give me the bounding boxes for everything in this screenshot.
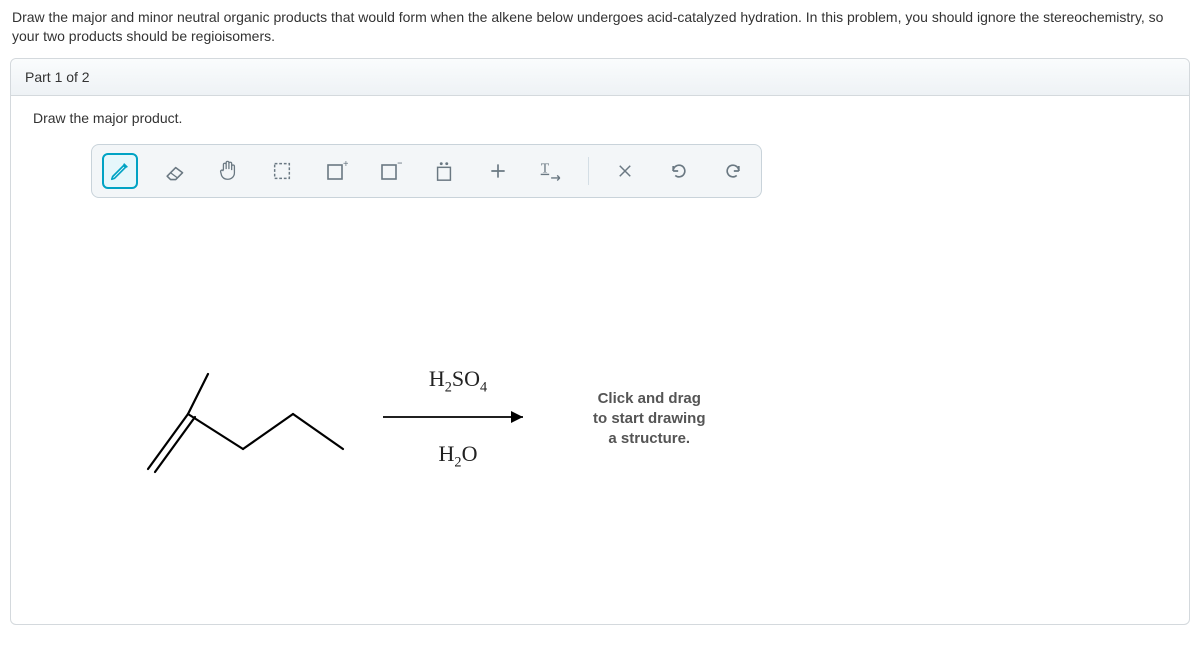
close-icon[interactable] [607, 153, 643, 189]
redo-icon[interactable] [715, 153, 751, 189]
canvas-hint: Click and drag to start drawing a struct… [593, 389, 706, 450]
drawing-canvas[interactable]: H2SO4 H2O Click and drag to start drawin… [33, 204, 1167, 614]
lone-pair-icon[interactable] [426, 153, 462, 189]
drawing-toolbar: + − T [91, 144, 762, 198]
marquee-icon[interactable] [264, 153, 300, 189]
reagents: H2SO4 H2O [383, 366, 533, 471]
svg-text:T: T [541, 161, 550, 176]
toolbar-separator [588, 157, 589, 185]
problem-panel: Part 1 of 2 Draw the major product. + − [10, 58, 1190, 625]
eraser-icon[interactable] [156, 153, 192, 189]
reagent-top: H2SO4 [383, 366, 533, 396]
reaction-scheme: H2SO4 H2O [133, 354, 533, 484]
plus-icon[interactable] [480, 153, 516, 189]
cation-icon[interactable]: + [318, 153, 354, 189]
text-arrow-icon[interactable]: T [534, 153, 570, 189]
svg-text:+: + [343, 159, 348, 170]
part-label: Part 1 of 2 [11, 59, 1189, 96]
alkene-structure [133, 354, 353, 484]
reaction-arrow-icon [383, 407, 533, 427]
undo-icon[interactable] [661, 153, 697, 189]
question-text: Draw the major and minor neutral organic… [0, 0, 1200, 58]
instruction-text: Draw the major product. [33, 110, 1167, 126]
svg-text:−: − [397, 159, 402, 170]
anion-icon[interactable]: − [372, 153, 408, 189]
reagent-bottom: H2O [383, 441, 533, 471]
pencil-icon[interactable] [102, 153, 138, 189]
hand-icon[interactable] [210, 153, 246, 189]
